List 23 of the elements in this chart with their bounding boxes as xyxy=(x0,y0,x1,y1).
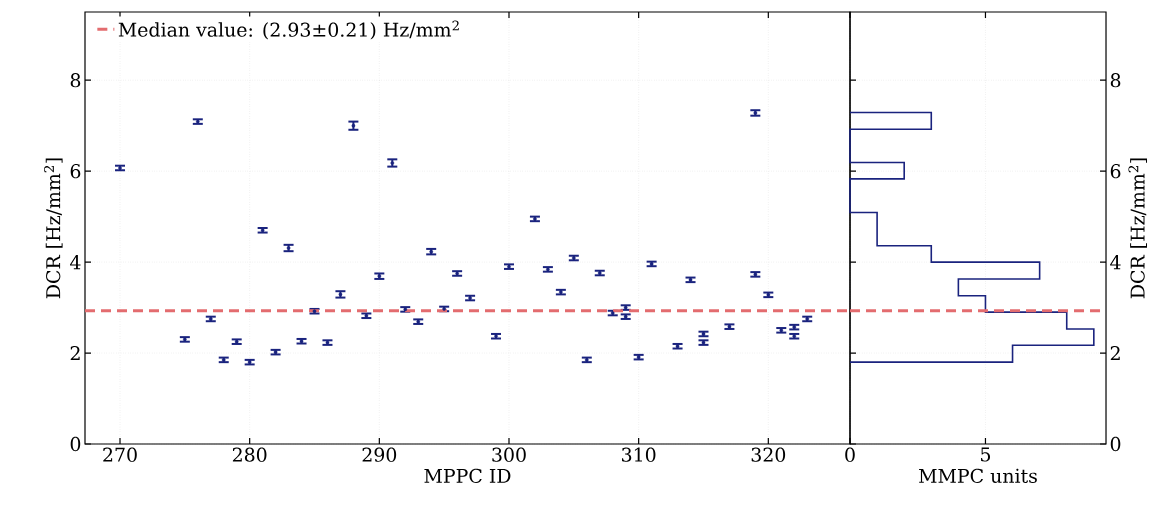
legend-label: Median value: (2.93±0.21) Hz/mm$^{2}$ xyxy=(118,20,459,40)
x-axis-title: MMPC units xyxy=(919,468,1037,483)
x-tick-label: 270 xyxy=(103,447,137,462)
y-tick-label: 6 xyxy=(1110,164,1121,179)
x-tick-label: 310 xyxy=(622,447,656,462)
y-tick-label: 2 xyxy=(70,346,80,361)
y-tick-label: 4 xyxy=(70,255,81,270)
x-tick-label: 0 xyxy=(845,447,855,462)
y-tick-label: 6 xyxy=(70,164,81,179)
x-tick-label: 280 xyxy=(232,447,267,462)
x-tick-label: 5 xyxy=(981,447,991,462)
y-tick-label: 0 xyxy=(70,436,81,452)
y-tick-label: 8 xyxy=(70,73,81,88)
y-tick-label: 2 xyxy=(1110,346,1120,361)
y-tick-label: 0 xyxy=(1110,436,1121,452)
x-axis-title: MPPC ID xyxy=(424,468,511,483)
x-tick-label: 290 xyxy=(362,447,397,462)
y-tick-label: 8 xyxy=(1110,73,1121,88)
y-tick-label: 4 xyxy=(1110,255,1121,270)
x-tick-label: 300 xyxy=(492,447,526,462)
x-tick-label: 320 xyxy=(751,447,786,462)
y-axis-title: DCR [Hz/mm$^{2}$] xyxy=(1128,158,1147,299)
y-axis-title: DCR [Hz/mm$^{2}$] xyxy=(44,158,63,299)
